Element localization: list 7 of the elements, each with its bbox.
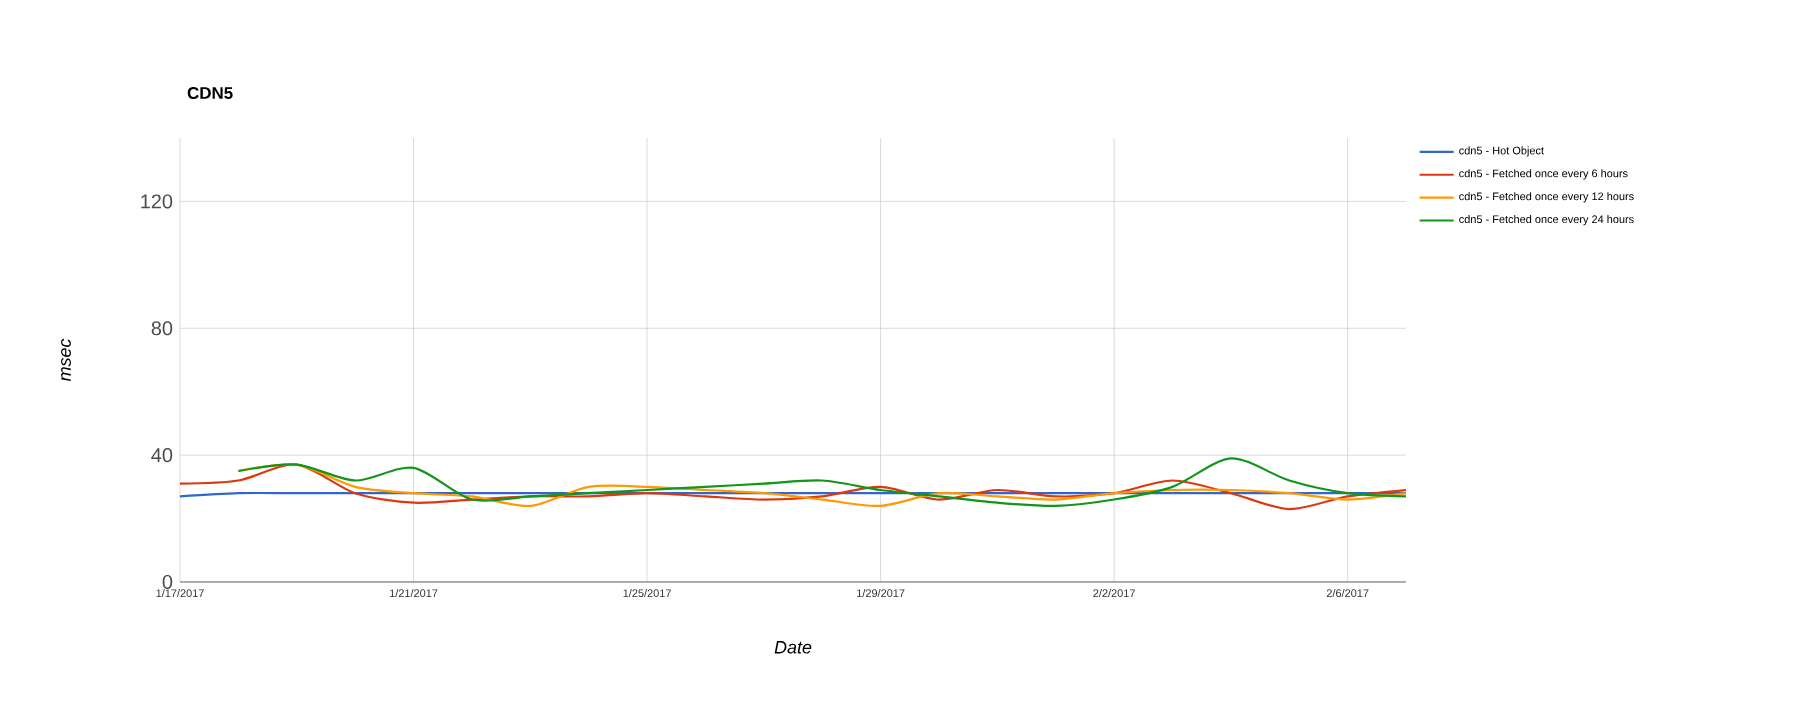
y-tick-label: 120 <box>141 194 173 209</box>
y-tick-label: 40 <box>151 448 173 463</box>
y-tick-label: 0 <box>162 574 173 590</box>
x-axis-title: Date <box>774 641 812 654</box>
y-tick-label: 80 <box>151 321 173 336</box>
y-axis-title: msec <box>61 338 71 382</box>
chart-title: CDN5 <box>187 87 233 99</box>
